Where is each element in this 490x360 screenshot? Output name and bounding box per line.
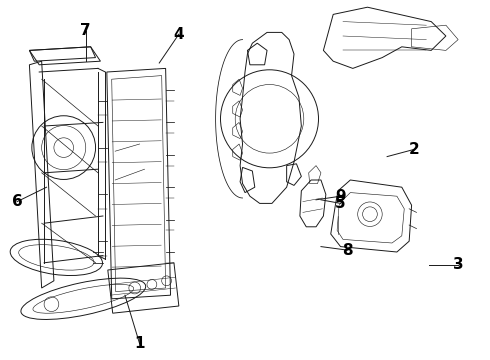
Text: 9: 9: [335, 189, 346, 204]
Text: 2: 2: [409, 142, 419, 157]
Text: 7: 7: [80, 23, 91, 38]
Text: 8: 8: [343, 243, 353, 258]
Text: 6: 6: [12, 194, 23, 209]
Text: 3: 3: [453, 257, 464, 272]
Text: 5: 5: [335, 196, 346, 211]
Text: 1: 1: [134, 336, 145, 351]
Text: 4: 4: [173, 27, 184, 42]
